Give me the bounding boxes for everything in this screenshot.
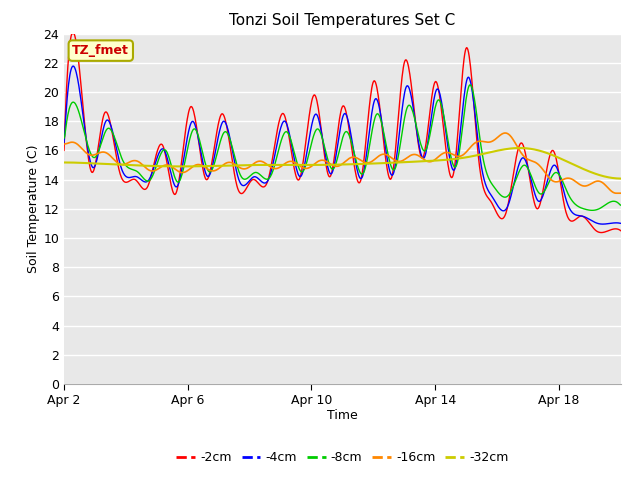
Title: Tonzi Soil Temperatures Set C: Tonzi Soil Temperatures Set C xyxy=(229,13,456,28)
Text: TZ_fmet: TZ_fmet xyxy=(72,44,129,57)
X-axis label: Time: Time xyxy=(327,409,358,422)
Legend: -2cm, -4cm, -8cm, -16cm, -32cm: -2cm, -4cm, -8cm, -16cm, -32cm xyxy=(172,446,513,469)
Y-axis label: Soil Temperature (C): Soil Temperature (C) xyxy=(28,144,40,273)
